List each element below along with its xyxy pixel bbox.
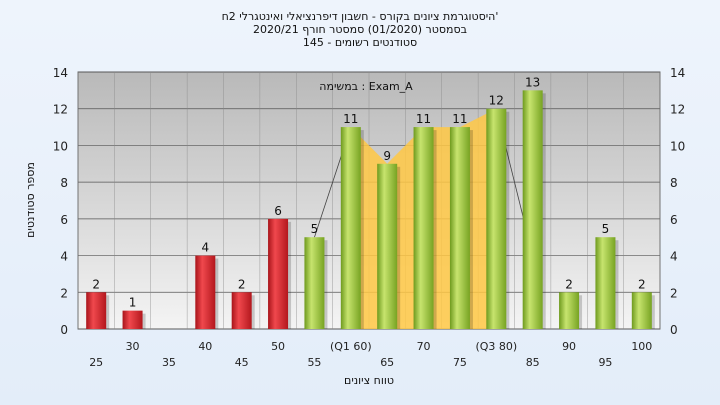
x-tick-label: 45 <box>235 356 249 369</box>
bar-90 <box>559 292 580 329</box>
data-label: 11 <box>416 112 431 126</box>
data-label: 11 <box>343 112 358 126</box>
bar-Q380 <box>486 108 507 329</box>
bar-25 <box>86 292 107 329</box>
y-tick-label-right: 0 <box>670 323 678 337</box>
bar-65 <box>377 163 398 329</box>
x-tick-label: 25 <box>89 356 103 369</box>
bar-45 <box>231 292 252 329</box>
x-axis-title: טווח ציונים <box>344 374 394 387</box>
bar-40 <box>195 255 216 329</box>
x-tick-label: 40 <box>198 340 212 353</box>
y-tick-label-left: 4 <box>60 250 68 264</box>
data-label: 1 <box>129 296 137 310</box>
data-label: 4 <box>201 241 209 255</box>
data-label: 2 <box>238 277 246 291</box>
data-label: 2 <box>638 277 646 291</box>
y-tick-label-right: 6 <box>670 213 678 227</box>
data-label: 12 <box>489 94 504 108</box>
y-tick-label-right: 8 <box>670 176 678 190</box>
x-tick-label: (Q1 60) <box>330 340 372 353</box>
chart-subtitle: בסמסטר (01/2020) סמסטר חורף 2020/21 <box>253 23 467 36</box>
data-label: 5 <box>311 222 319 236</box>
bar-75 <box>449 127 470 329</box>
x-tick-label: 70 <box>417 340 431 353</box>
data-label: 9 <box>383 149 391 163</box>
data-label: 6 <box>274 204 282 218</box>
x-tick-label: 50 <box>271 340 285 353</box>
data-label: 11 <box>452 112 467 126</box>
x-tick-label: 65 <box>380 356 394 369</box>
chart-subtitle-enrolled: סטודנטים רשומים - 145 <box>302 36 418 49</box>
x-tick-label: 100 <box>631 340 652 353</box>
y-tick-label-right: 14 <box>670 66 685 80</box>
bar-95 <box>595 237 616 329</box>
y-tick-label-right: 12 <box>670 103 685 117</box>
bar-55 <box>304 237 325 329</box>
y-tick-label-left: 6 <box>60 213 68 227</box>
y-tick-label-left: 14 <box>53 66 68 80</box>
x-tick-label: 75 <box>453 356 467 369</box>
data-label: 2 <box>92 277 100 291</box>
bar-30 <box>122 310 143 329</box>
y-tick-label-left: 12 <box>53 103 68 117</box>
data-label: 5 <box>602 222 610 236</box>
x-tick-label: (Q3 80) <box>475 340 517 353</box>
x-tick-label: 85 <box>526 356 540 369</box>
y-tick-label-left: 8 <box>60 176 68 190</box>
bar-50 <box>268 218 289 329</box>
bar-Q160 <box>340 127 361 329</box>
x-tick-label: 35 <box>162 356 176 369</box>
y-tick-label-right: 4 <box>670 250 678 264</box>
data-label: 2 <box>565 277 573 291</box>
bar-100 <box>631 292 652 329</box>
task-annotation: במשימה : Exam_A <box>319 80 413 93</box>
y-tick-label-left: 0 <box>60 323 68 337</box>
x-tick-label: 30 <box>126 340 140 353</box>
y-tick-label-right: 10 <box>670 139 685 153</box>
bar-85 <box>522 90 543 329</box>
chart-title: היסטוגרמת ציונים בקורס - חשבון דיפרנציאל… <box>221 10 499 23</box>
y-tick-label-left: 10 <box>53 139 68 153</box>
y-tick-label-left: 2 <box>60 286 68 300</box>
x-tick-label: 95 <box>598 356 612 369</box>
bar-70 <box>413 127 434 329</box>
x-tick-label: 55 <box>307 356 321 369</box>
data-label: 13 <box>525 75 540 89</box>
y-axis-title: מספר סטודנטים <box>24 162 37 238</box>
y-tick-label-right: 2 <box>670 286 678 300</box>
x-tick-label: 90 <box>562 340 576 353</box>
